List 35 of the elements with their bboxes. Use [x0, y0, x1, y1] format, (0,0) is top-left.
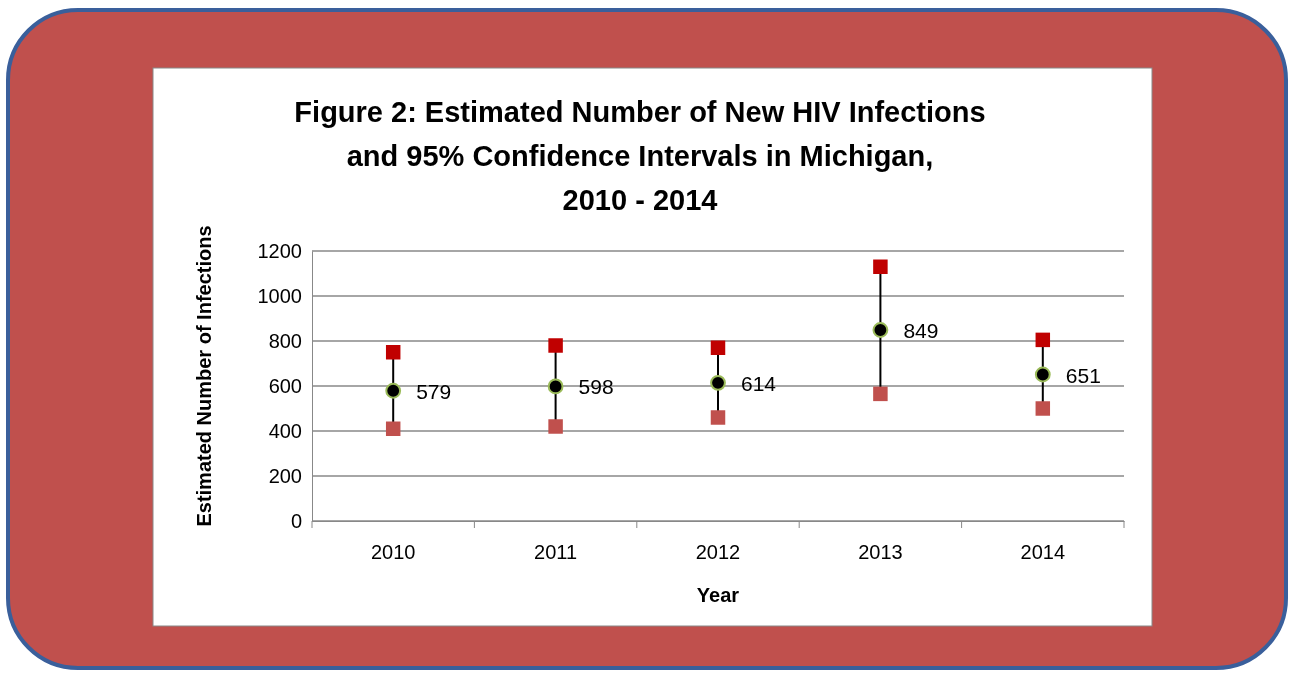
y-tick-label: 800: [268, 329, 302, 352]
x-tick-label: 2013: [858, 541, 903, 564]
x-axis-title: Year: [696, 584, 740, 606]
point: [873, 386, 888, 402]
point: [548, 419, 563, 434]
point: [1035, 332, 1051, 348]
point: [1035, 401, 1051, 416]
point: [1034, 366, 1051, 383]
point: [385, 421, 401, 436]
y-tick-label: 200: [268, 464, 302, 487]
point: [385, 345, 401, 360]
y-tick-label: 0: [290, 509, 302, 532]
x-tick-label: 2011: [534, 541, 578, 564]
point: [710, 374, 726, 391]
y-tick-label: 1000: [257, 284, 302, 307]
data-label: 614: [741, 371, 777, 395]
y-tick-label: 600: [268, 374, 302, 397]
data-label: 651: [1065, 363, 1101, 387]
point: [710, 340, 726, 355]
data-label: 598: [578, 375, 614, 399]
y-axis-title: Estimated Number of Infections: [193, 225, 215, 527]
chart-title: Figure 2: Estimated Number of New HIV Infections and 95% Confidence Intervals in Michigan, 2010 - 2014: [294, 96, 986, 216]
y-tick-label: 400: [268, 419, 302, 442]
x-tick-label: 2010: [370, 541, 416, 564]
point: [548, 338, 563, 353]
point: [872, 322, 889, 338]
point: [710, 410, 726, 425]
point: [385, 382, 402, 399]
data-label: 579: [416, 379, 452, 403]
data-label: 849: [903, 318, 939, 342]
point: [873, 259, 888, 274]
point: [547, 378, 564, 395]
x-tick-label: 2012: [695, 541, 741, 564]
y-tick-label: 1200: [257, 239, 302, 262]
x-tick-label: 2014: [1020, 541, 1066, 564]
